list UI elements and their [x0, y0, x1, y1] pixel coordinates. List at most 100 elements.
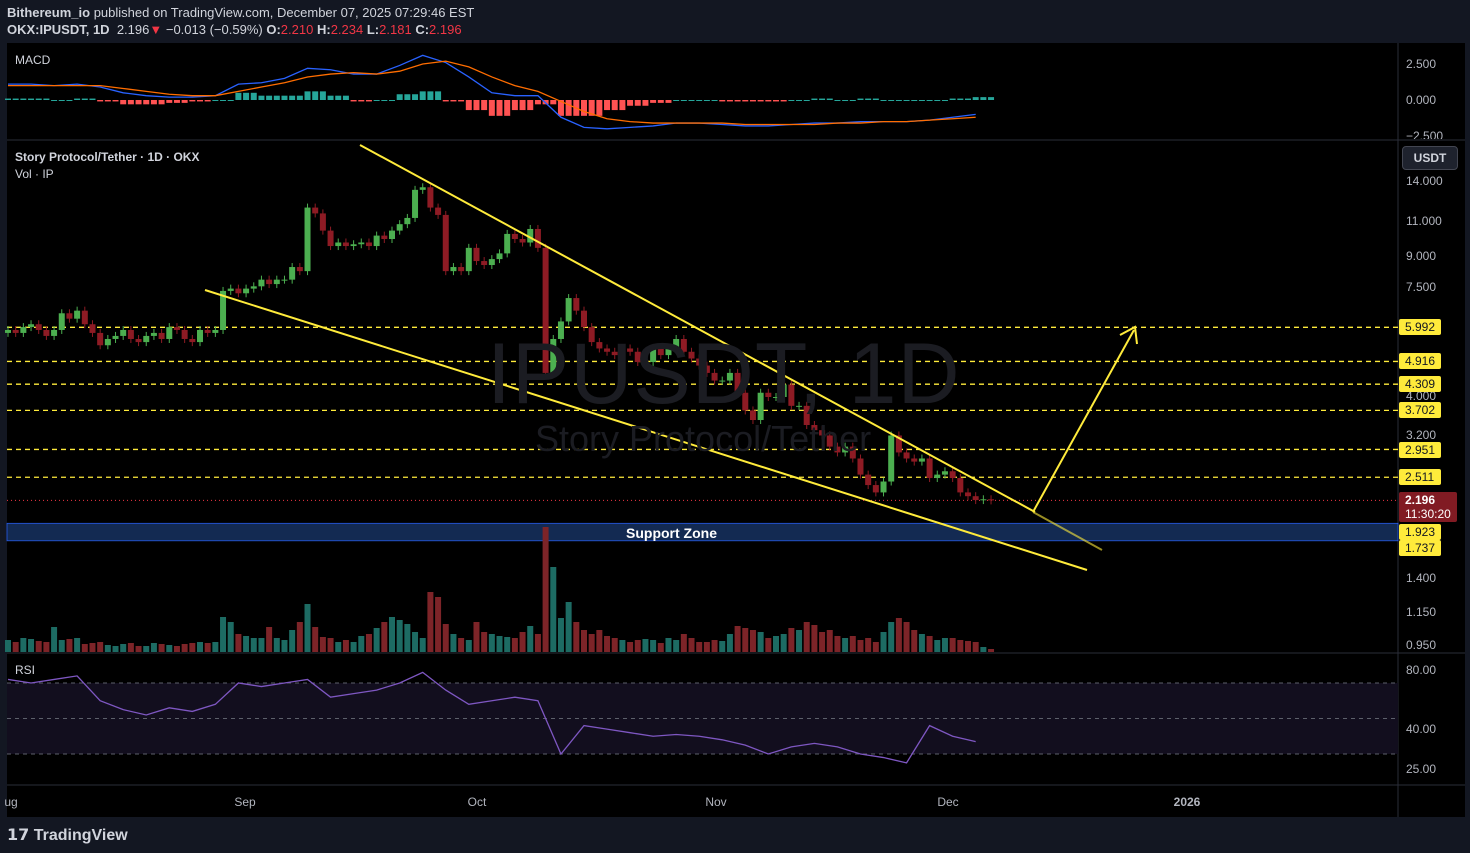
- candle: [481, 261, 488, 266]
- volume-bar: [150, 643, 157, 652]
- zone-low-tag[interactable]: 1.737: [1399, 540, 1441, 556]
- volume-bar: [842, 638, 849, 652]
- falling-wedge[interactable]: [204, 144, 1103, 571]
- volume-bar: [496, 636, 503, 652]
- level-tag[interactable]: 2.511: [1399, 469, 1441, 485]
- macd-line: [8, 54, 976, 130]
- macd-histogram-bar: [780, 100, 787, 102]
- wedge-upper-trendline[interactable]: [359, 144, 1036, 513]
- volume-bar: [396, 620, 403, 652]
- candle: [665, 348, 672, 356]
- macd-histogram-bar: [988, 97, 995, 100]
- level-tag[interactable]: 4.309: [1399, 376, 1441, 392]
- rsi-title[interactable]: RSI: [15, 663, 36, 677]
- volume-bar: [81, 644, 88, 652]
- open-value: 2.210: [280, 22, 314, 37]
- candle: [542, 247, 549, 373]
- candle: [872, 485, 879, 493]
- candle: [66, 313, 73, 319]
- volume-bar: [465, 640, 472, 652]
- volume-bar: [458, 638, 465, 652]
- candle: [734, 372, 741, 393]
- volume-bar: [872, 642, 879, 652]
- candle: [688, 351, 695, 359]
- candle: [926, 458, 933, 479]
- rsi-tick: 25.00: [1406, 762, 1437, 776]
- macd-title[interactable]: MACD: [15, 53, 51, 67]
- volume-bar: [319, 637, 326, 652]
- level-tag[interactable]: 5.992: [1399, 319, 1441, 335]
- candle: [581, 310, 587, 328]
- volume-bar: [66, 639, 73, 652]
- candle: [220, 290, 227, 330]
- candle: [250, 286, 257, 289]
- candle: [319, 213, 326, 231]
- volume-bar: [819, 632, 826, 652]
- level-tag[interactable]: 3.702: [1399, 402, 1441, 418]
- macd-histogram-bar: [796, 100, 803, 101]
- down-arrow-icon: ▼: [149, 22, 163, 37]
- macd-histogram-bar: [834, 100, 841, 101]
- target-arrow[interactable]: [1032, 325, 1138, 513]
- volume-bar: [442, 624, 449, 652]
- macd-histogram-bar: [74, 98, 81, 100]
- macd-histogram-bar: [519, 100, 526, 111]
- price-axis[interactable]: [1398, 43, 1465, 817]
- macd-histogram-bar: [803, 100, 810, 101]
- macd-histogram-bar: [557, 100, 564, 116]
- macd-histogram-bar: [342, 95, 349, 100]
- main-title[interactable]: Story Protocol/Tether · 1D · OKX: [15, 150, 200, 164]
- macd-histogram-bar: [581, 100, 587, 116]
- candle: [74, 310, 81, 319]
- candle: [726, 372, 733, 381]
- candle: [941, 471, 948, 475]
- volume-bar: [542, 527, 549, 652]
- symbol-info: OKX:IPUSDT, 1D 2.196▼ −0.013 (−0.59%) O:…: [7, 22, 462, 37]
- macd-histogram-bar: [235, 92, 242, 100]
- author[interactable]: Bithereum_io: [7, 5, 91, 20]
- volume-bar: [619, 640, 626, 652]
- currency-button[interactable]: USDT: [1402, 146, 1458, 170]
- macd-histogram-bar: [396, 94, 403, 100]
- candle: [358, 242, 365, 245]
- volume-bar: [350, 642, 357, 652]
- watermark-symbol: IPUSDT, 1D: [487, 326, 961, 422]
- candle: [680, 338, 687, 352]
- volume-bar: [473, 622, 480, 652]
- volume-bar: [12, 642, 19, 652]
- candle: [143, 335, 150, 343]
- macd-histogram-bar: [688, 100, 695, 101]
- level-tag[interactable]: 2.951: [1399, 442, 1441, 458]
- volume-bar: [596, 630, 603, 652]
- support-zone[interactable]: [6, 522, 1399, 542]
- volume-bar: [373, 628, 380, 652]
- publish-date: published on TradingView.com, December 0…: [93, 5, 475, 20]
- candle: [757, 392, 764, 421]
- candle: [988, 499, 995, 501]
- level-tag[interactable]: 4.916: [1399, 353, 1441, 369]
- macd-histogram-bar: [258, 95, 265, 100]
- candle: [135, 338, 142, 343]
- macd-histogram-bar: [627, 100, 634, 106]
- time-tick: ug: [4, 795, 18, 809]
- macd-histogram-bar: [865, 98, 872, 100]
- signal-line: [8, 60, 976, 126]
- volume-title[interactable]: Vol · IP: [15, 167, 54, 181]
- wedge-extension[interactable]: [1032, 511, 1103, 551]
- candle: [181, 329, 188, 339]
- candle: [588, 327, 595, 343]
- zone-high-tag[interactable]: 1.923: [1399, 524, 1441, 540]
- volume-bar: [381, 622, 388, 652]
- wedge-lower-trendline[interactable]: [204, 289, 1088, 571]
- tradingview-logo[interactable]: 𝟭𝟳 TradingView: [7, 825, 128, 845]
- open-label: O:: [266, 22, 281, 37]
- symbol[interactable]: OKX:IPUSDT, 1D: [7, 22, 110, 37]
- macd-histogram-bar: [250, 92, 257, 100]
- macd-histogram-bar: [312, 91, 319, 100]
- current-price: 2.196: [1405, 493, 1436, 507]
- macd-histogram-bar: [158, 100, 165, 105]
- volume-bar: [665, 638, 672, 652]
- candle: [880, 481, 887, 493]
- candle: [604, 348, 611, 352]
